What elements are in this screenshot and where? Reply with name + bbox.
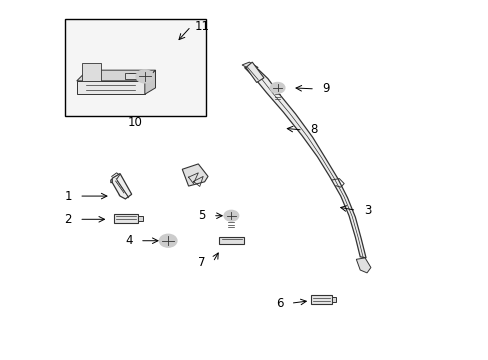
Text: 8: 8 — [310, 123, 317, 136]
Text: 6: 6 — [275, 297, 283, 310]
Text: 2: 2 — [64, 213, 72, 226]
Circle shape — [270, 82, 285, 93]
Circle shape — [224, 210, 238, 221]
Text: 4: 4 — [125, 234, 132, 247]
Text: 5: 5 — [198, 209, 205, 222]
Text: 7: 7 — [198, 256, 205, 269]
Polygon shape — [310, 295, 331, 304]
Circle shape — [159, 234, 177, 247]
Text: 10: 10 — [127, 116, 142, 129]
Polygon shape — [125, 73, 137, 79]
Polygon shape — [81, 63, 101, 81]
Text: 1: 1 — [64, 190, 72, 203]
Text: 11: 11 — [194, 20, 209, 33]
Text: 9: 9 — [322, 82, 329, 95]
Polygon shape — [242, 62, 258, 70]
Polygon shape — [144, 70, 155, 94]
Polygon shape — [356, 258, 370, 273]
Polygon shape — [244, 67, 366, 258]
Polygon shape — [112, 174, 131, 199]
Polygon shape — [111, 176, 126, 196]
Polygon shape — [77, 81, 144, 94]
Polygon shape — [182, 164, 207, 186]
Polygon shape — [245, 62, 264, 82]
Polygon shape — [331, 297, 336, 302]
Polygon shape — [114, 214, 137, 223]
Polygon shape — [137, 216, 143, 221]
Polygon shape — [219, 237, 244, 244]
Text: 3: 3 — [363, 204, 370, 217]
Circle shape — [136, 70, 153, 83]
Polygon shape — [77, 70, 155, 81]
Bar — [64, 19, 205, 116]
